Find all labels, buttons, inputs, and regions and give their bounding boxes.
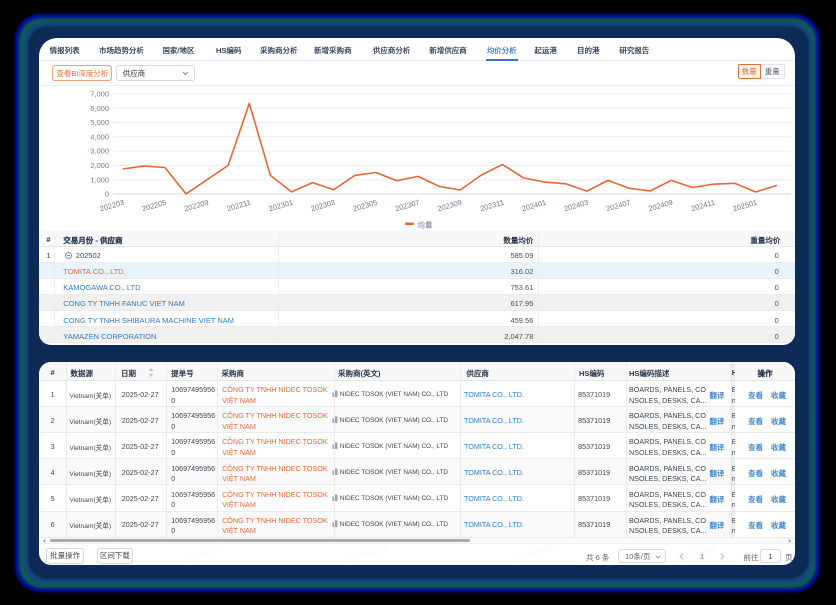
svg-text:202305: 202305 xyxy=(352,198,379,214)
svg-text:202311: 202311 xyxy=(479,198,505,213)
svg-text:1,000: 1,000 xyxy=(90,175,109,184)
svg-text:202407: 202407 xyxy=(605,198,632,214)
svg-text:202209: 202209 xyxy=(183,198,210,214)
svg-text:2,000: 2,000 xyxy=(90,161,109,170)
svg-text:202205: 202205 xyxy=(141,198,168,214)
svg-text:202307: 202307 xyxy=(394,198,421,214)
svg-text:202211: 202211 xyxy=(226,198,252,213)
svg-text:202409: 202409 xyxy=(647,198,674,214)
svg-text:202401: 202401 xyxy=(521,198,548,214)
svg-text:3,000: 3,000 xyxy=(90,147,109,156)
svg-text:7,000: 7,000 xyxy=(90,90,109,99)
svg-text:202403: 202403 xyxy=(563,198,590,214)
svg-text:0: 0 xyxy=(105,190,109,199)
svg-text:均量: 均量 xyxy=(418,220,433,230)
svg-text:202303: 202303 xyxy=(310,198,337,214)
svg-text:5,000: 5,000 xyxy=(90,118,109,127)
svg-text:202309: 202309 xyxy=(436,198,463,214)
svg-text:6,000: 6,000 xyxy=(90,104,109,113)
svg-text:202411: 202411 xyxy=(690,198,716,213)
svg-text:202203: 202203 xyxy=(99,198,126,214)
svg-text:202301: 202301 xyxy=(268,198,295,214)
svg-text:4,000: 4,000 xyxy=(90,132,109,141)
svg-text:202501: 202501 xyxy=(732,198,759,214)
